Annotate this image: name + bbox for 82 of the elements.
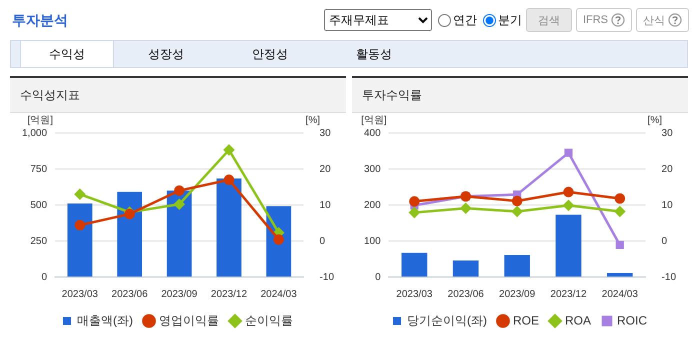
point <box>74 188 86 200</box>
legend-label: 매출액(좌) <box>77 313 134 328</box>
y2-axis-title: [%] <box>648 114 662 126</box>
legend-label: ROIC <box>617 313 648 328</box>
y2-tick-label: 30 <box>320 128 332 139</box>
y2-tick-label: 0 <box>662 236 668 247</box>
text: 연간 <box>452 12 477 28</box>
x-tick-label: 2023/12 <box>210 288 248 300</box>
bar <box>504 255 530 276</box>
bar <box>216 178 242 276</box>
legend-label: 순이익률 <box>244 313 293 328</box>
chart-title: 투자수익률 <box>352 78 688 113</box>
y-axis-title: [억원] <box>361 114 387 126</box>
point <box>512 206 522 217</box>
point <box>460 202 471 214</box>
point <box>74 220 86 230</box>
point <box>512 196 522 206</box>
bar <box>452 260 479 276</box>
bar <box>67 204 92 276</box>
y2-tick-label: -10 <box>320 272 334 283</box>
point <box>614 206 626 217</box>
x-tick-label: 2023/06 <box>448 288 484 300</box>
text: 검색 <box>526 8 572 32</box>
text: 투자분석 <box>12 12 68 30</box>
y2-tick-label: 20 <box>320 164 332 175</box>
bar <box>607 273 633 276</box>
x-tick-label: 2023/03 <box>396 288 433 300</box>
point <box>224 174 234 186</box>
y-axis-title: [억원] <box>27 114 54 126</box>
y-tick-label: 1,000 <box>22 128 48 139</box>
text: 수익성 <box>20 41 114 67</box>
point <box>224 144 234 156</box>
y-tick-label: 250 <box>30 236 48 247</box>
y2-tick-label: 0 <box>320 236 326 247</box>
y-tick-label: 200 <box>364 200 382 211</box>
y-tick-label: 0 <box>375 272 382 283</box>
point <box>174 199 185 210</box>
bar <box>556 214 582 276</box>
x-tick-label: 2023/09 <box>499 288 536 300</box>
text: 주재무제표 <box>324 9 432 31</box>
bar <box>402 252 428 276</box>
y-tick-label: 0 <box>41 272 48 283</box>
y2-tick-label: 10 <box>662 200 674 211</box>
x-tick-label: 2023/03 <box>62 288 98 300</box>
legend-label: ROA <box>564 313 592 328</box>
legend-label: 영업이익률 <box>158 313 219 328</box>
text: 안정성 <box>251 46 289 63</box>
x-tick-label: 2023/12 <box>550 288 587 300</box>
point <box>273 234 284 245</box>
x-tick-label: 2024/03 <box>260 288 298 300</box>
y-tick-label: 750 <box>30 164 48 175</box>
text: 산식 <box>636 8 689 32</box>
bar <box>117 192 142 276</box>
y2-tick-label: 30 <box>662 128 674 139</box>
y-tick-label: 400 <box>364 128 382 139</box>
point <box>564 148 573 157</box>
point <box>409 207 420 218</box>
text: 성장성 <box>147 46 185 63</box>
y2-tick-label: 10 <box>320 200 332 211</box>
y-tick-label: 300 <box>364 164 382 175</box>
point <box>563 200 574 211</box>
x-tick-label: 2024/03 <box>602 288 638 300</box>
text: IFRS <box>576 8 632 32</box>
text: 활동성 <box>355 46 393 63</box>
point <box>563 186 574 198</box>
point <box>614 193 626 204</box>
point <box>124 208 135 220</box>
y2-tick-label: 20 <box>662 164 674 175</box>
point <box>409 196 420 207</box>
x-tick-label: 2023/06 <box>112 288 148 300</box>
chart-title: 수익성지표 <box>10 78 346 113</box>
point <box>174 185 185 196</box>
y-tick-label: 100 <box>364 236 382 247</box>
text: 분기 <box>496 12 522 28</box>
legend-label: ROE <box>512 313 540 328</box>
y2-tick-label: -10 <box>662 272 676 283</box>
bar <box>166 190 192 276</box>
y2-axis-title: [%] <box>306 114 320 126</box>
legend-label: 당기순이익(좌) <box>407 313 487 328</box>
point <box>616 240 624 250</box>
x-tick-label: 2023/09 <box>161 288 198 300</box>
y-tick-label: 500 <box>30 200 48 211</box>
